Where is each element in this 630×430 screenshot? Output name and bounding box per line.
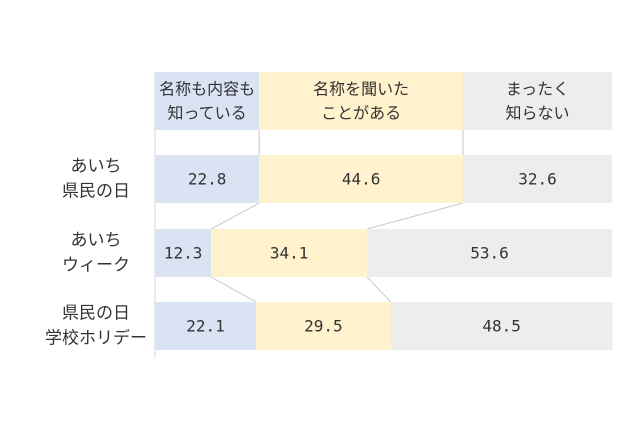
category-label-2-line-0: 県民の日 bbox=[62, 304, 130, 324]
category-label-2: 県民の日学校ホリデー bbox=[45, 304, 147, 349]
connector-line-2-0 bbox=[210, 276, 257, 303]
legend-label-series-1-line-1: ことがある bbox=[321, 104, 401, 123]
bar-segment-2-0 bbox=[155, 302, 256, 350]
category-label-0-line-1: 県民の日 bbox=[62, 182, 130, 202]
connector-line-2-1 bbox=[366, 276, 392, 303]
legend-label-series-0: 名称も内容も知っている bbox=[159, 80, 255, 123]
data-label-0-0: 22.8 bbox=[188, 170, 227, 189]
legend-label-series-0-line-1: 知っている bbox=[167, 104, 246, 123]
category-label-0: あいち県民の日 bbox=[62, 157, 130, 202]
legend-label-series-1: 名称を聞いたことがある bbox=[313, 80, 409, 123]
category-label-1-line-0: あいち bbox=[71, 231, 122, 251]
data-label-2-2: 48.5 bbox=[482, 317, 521, 336]
legend-label-series-2-line-1: 知らない bbox=[506, 104, 570, 123]
bar-segment-0-2 bbox=[463, 155, 612, 203]
data-label-1-1: 34.1 bbox=[270, 244, 309, 263]
category-label-2-line-1: 学校ホリデー bbox=[45, 328, 147, 349]
legend-swatch-series-2 bbox=[463, 72, 612, 130]
bar-segment-1-0 bbox=[155, 229, 212, 277]
category-label-0-line-0: あいち bbox=[71, 157, 122, 177]
bar-segment-0-1 bbox=[259, 155, 464, 203]
connector-line-1-1 bbox=[366, 202, 464, 230]
bar-segment-1-2 bbox=[367, 229, 612, 277]
legend-label-series-2-line-0: まったく bbox=[506, 80, 569, 99]
data-label-1-2: 53.6 bbox=[470, 244, 509, 263]
category-label-1-line-1: ウィーク bbox=[62, 256, 130, 276]
data-label-2-0: 22.1 bbox=[186, 317, 225, 336]
data-label-0-2: 32.6 bbox=[518, 170, 557, 189]
bar-segment-2-1 bbox=[255, 302, 391, 350]
category-label-1: あいちウィーク bbox=[62, 231, 130, 276]
connector-line-1-0 bbox=[210, 202, 260, 230]
legend-label-series-2: まったく知らない bbox=[506, 80, 570, 123]
legend-swatch-series-1 bbox=[259, 72, 464, 130]
legend-label-series-1-line-0: 名称を聞いた bbox=[313, 80, 409, 99]
bar-segment-2-2 bbox=[390, 302, 613, 350]
bar-segment-1-1 bbox=[211, 229, 368, 277]
legend-label-series-0-line-0: 名称も内容も bbox=[159, 80, 255, 99]
data-label-2-1: 29.5 bbox=[304, 317, 343, 336]
data-label-1-0: 12.3 bbox=[164, 244, 203, 263]
legend-swatch-series-0 bbox=[155, 72, 260, 130]
data-label-0-1: 44.6 bbox=[342, 170, 381, 189]
bar-segment-0-0 bbox=[155, 155, 260, 203]
